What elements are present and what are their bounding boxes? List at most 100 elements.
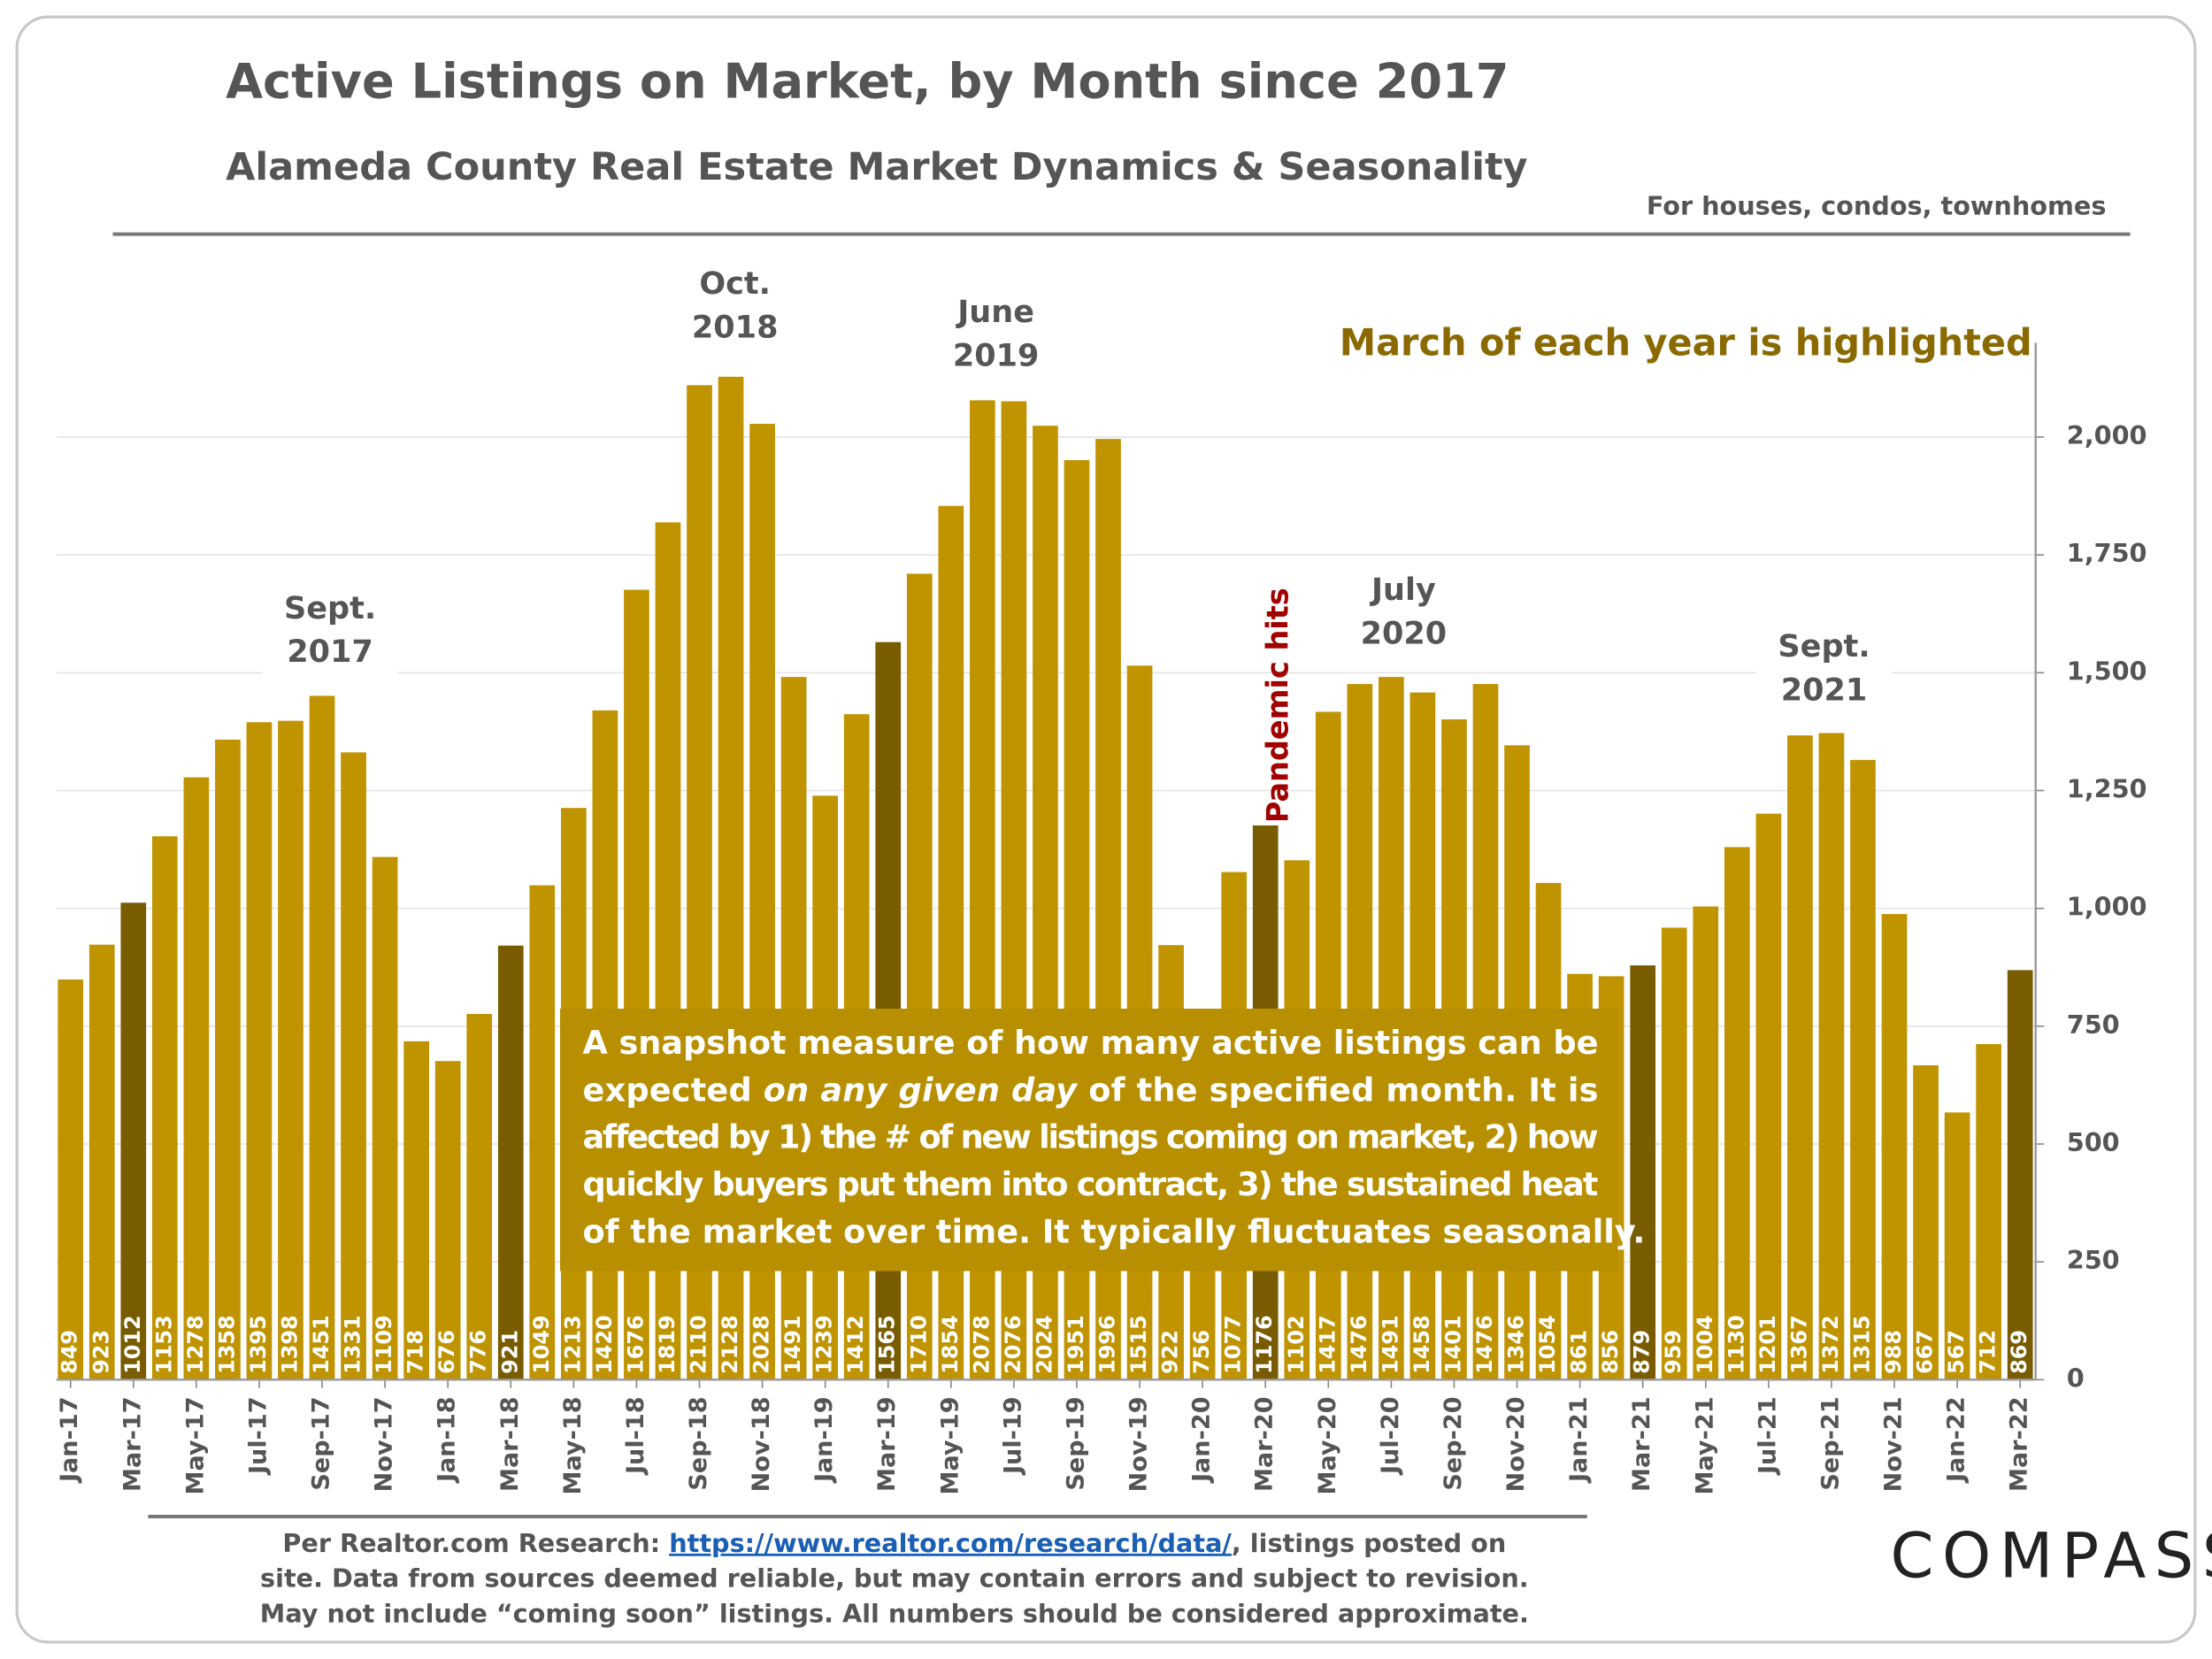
bar [120, 902, 147, 1380]
x-tick-label: May-19 [936, 1396, 964, 1494]
value-label: 1676 [623, 1315, 648, 1374]
y-tick-label: 250 [2067, 1245, 2120, 1275]
bar [1630, 965, 1656, 1380]
value-label: 1395 [246, 1315, 271, 1374]
bar [497, 945, 524, 1380]
bar [2007, 970, 2033, 1380]
x-tick-label: Jan-17 [56, 1396, 83, 1484]
value-label: 1358 [214, 1315, 239, 1374]
bar [1881, 914, 1908, 1380]
value-label: 1401 [1440, 1315, 1465, 1374]
note-text: quickly buyers put them into contract, 3… [582, 1165, 1598, 1203]
value-label: 1049 [529, 1315, 554, 1374]
y-tick-label: 1,000 [2067, 892, 2147, 922]
value-label: 869 [2007, 1330, 2032, 1374]
value-label: 1398 [277, 1315, 302, 1374]
value-label: 1854 [938, 1315, 963, 1374]
note-text: of the specified month. It is [1077, 1071, 1598, 1109]
value-label: 1476 [1472, 1315, 1497, 1374]
note-line: expected on any given day of the specifi… [582, 1071, 1598, 1109]
annotation-bg [262, 584, 398, 678]
bar [341, 752, 366, 1380]
x-tick-label: Mar-17 [119, 1396, 146, 1492]
bar [1976, 1044, 2001, 1380]
value-label: 567 [1944, 1330, 1969, 1374]
bar [1693, 906, 1719, 1380]
y-tick-label: 500 [2067, 1127, 2120, 1157]
value-label: 1130 [1724, 1315, 1748, 1374]
annotation: 2017 [287, 634, 373, 670]
footer-text: site. Data from sources deemed reliable,… [260, 1563, 1529, 1594]
annotation-bg [928, 288, 1064, 381]
value-label: 922 [1158, 1330, 1183, 1374]
value-label: 1451 [309, 1315, 334, 1374]
value-label: 1420 [592, 1315, 617, 1374]
note-line: of the market over time. It typically fl… [582, 1212, 1645, 1250]
chart-title: Active Listings on Market, by Month sinc… [226, 53, 1509, 109]
bar [215, 739, 241, 1380]
annotation: 2019 [953, 337, 1040, 373]
value-label: 861 [1567, 1330, 1592, 1374]
annotation-bg [1756, 622, 1893, 716]
footer-link[interactable]: https://www.realtor.com/research/data/ [669, 1528, 1232, 1558]
note-line: A snapshot measure of how many active li… [582, 1023, 1598, 1061]
value-label: 1315 [1849, 1315, 1874, 1374]
value-label: 676 [434, 1330, 459, 1374]
x-tick-label: Jul-17 [244, 1396, 272, 1476]
x-tick-label: Jul-20 [1377, 1396, 1404, 1476]
annotation: 2021 [1781, 672, 1868, 708]
footer-line: site. Data from sources deemed reliable,… [260, 1563, 1529, 1594]
bar [1724, 847, 1750, 1380]
note-box [559, 1008, 1618, 1271]
x-tick-label: Nov-17 [371, 1396, 398, 1492]
bar [372, 856, 398, 1380]
x-tick-label: May-21 [1691, 1396, 1718, 1494]
y-tick-label: 2,000 [2067, 420, 2147, 450]
note-text: affected by 1) the # of new listings com… [582, 1118, 1598, 1156]
value-label: 959 [1661, 1330, 1686, 1374]
value-label: 1109 [372, 1315, 396, 1374]
value-label: 988 [1881, 1330, 1906, 1374]
x-tick-label: Sep-21 [1816, 1396, 1844, 1490]
bar [1818, 733, 1845, 1380]
bar [1850, 759, 1876, 1380]
footer-text: , listings posted on [1232, 1528, 1506, 1558]
bar [278, 720, 303, 1380]
value-label: 1176 [1252, 1315, 1277, 1374]
bar [1787, 735, 1813, 1380]
value-label: 756 [1189, 1330, 1214, 1374]
bar [466, 1013, 493, 1380]
x-tick-label: Mar-19 [873, 1396, 901, 1492]
x-tick-label: Sep-19 [1062, 1396, 1089, 1490]
value-label: 1367 [1786, 1315, 1811, 1374]
y-tick-label: 750 [2067, 1010, 2120, 1040]
bar [529, 885, 556, 1380]
value-label: 923 [88, 1330, 113, 1374]
x-tick-label: Mar-22 [2006, 1396, 2033, 1492]
footer-text: May not include “coming soon” listings. … [260, 1599, 1529, 1629]
bar [183, 777, 210, 1380]
bar [1944, 1112, 1970, 1380]
value-label: 1346 [1504, 1315, 1529, 1374]
annotation: 2020 [1361, 615, 1448, 651]
x-tick-label: Nov-19 [1125, 1396, 1153, 1492]
value-label: 921 [497, 1330, 522, 1374]
value-label: 1491 [1378, 1315, 1402, 1374]
bar [1755, 813, 1782, 1380]
value-label: 1565 [875, 1315, 900, 1374]
value-label: 1515 [1126, 1315, 1151, 1374]
annotation: Oct. [699, 265, 771, 302]
note-text: of the market over time. It typically fl… [582, 1212, 1645, 1250]
x-tick-label: Sep-20 [1440, 1396, 1467, 1490]
value-label: 1417 [1315, 1315, 1340, 1374]
x-tick-label: Jul-21 [1754, 1396, 1781, 1476]
x-tick-label: Mar-21 [1628, 1396, 1655, 1492]
bar [1661, 927, 1687, 1380]
value-label: 849 [58, 1330, 82, 1374]
x-tick-label: Jan-22 [1943, 1396, 1970, 1484]
value-label: 879 [1630, 1330, 1655, 1374]
x-tick-label: Sep-18 [685, 1396, 712, 1490]
y-tick-label: 1,250 [2067, 773, 2147, 803]
bar [309, 695, 335, 1380]
